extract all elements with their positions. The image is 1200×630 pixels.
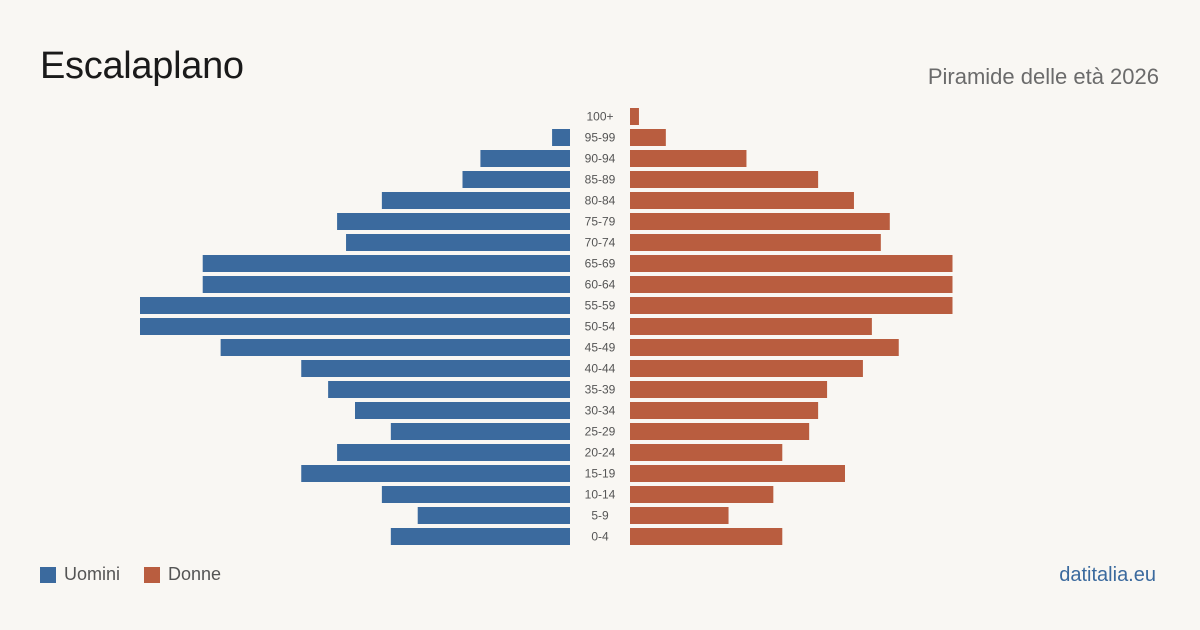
bar-men-5-9	[417, 507, 570, 524]
bar-women-70-74	[630, 234, 881, 251]
bar-women-60-64	[630, 276, 953, 293]
age-label-95-99: 95-99	[585, 131, 616, 145]
bar-women-75-79	[630, 213, 890, 230]
bar-women-15-19	[630, 465, 845, 482]
age-label-30-34: 30-34	[585, 404, 616, 418]
bar-men-90-94	[480, 150, 570, 167]
bar-women-30-34	[630, 402, 819, 419]
bar-women-90-94	[630, 150, 747, 167]
bar-women-25-29	[630, 423, 810, 440]
bar-women-95-99	[630, 129, 666, 146]
bar-women-85-89	[630, 171, 819, 188]
bar-men-15-19	[301, 465, 570, 482]
bar-men-0-4	[390, 528, 570, 545]
age-label-20-24: 20-24	[585, 446, 616, 460]
legend: Uomini Donne	[40, 564, 245, 585]
legend-item-men: Uomini	[40, 564, 120, 585]
bar-men-70-74	[346, 234, 570, 251]
bar-men-75-79	[337, 213, 570, 230]
age-label-85-89: 85-89	[585, 173, 616, 187]
bar-men-20-24	[337, 444, 570, 461]
bar-women-45-49	[630, 339, 899, 356]
bar-women-100+	[630, 108, 639, 125]
age-label-55-59: 55-59	[585, 299, 616, 313]
bar-women-35-39	[630, 381, 828, 398]
bar-men-40-44	[301, 360, 570, 377]
age-label-65-69: 65-69	[585, 257, 616, 271]
bar-men-85-89	[462, 171, 570, 188]
bar-women-40-44	[630, 360, 863, 377]
age-label-75-79: 75-79	[585, 215, 616, 229]
bar-men-80-84	[381, 192, 570, 209]
bar-men-10-14	[381, 486, 570, 503]
bar-men-25-29	[390, 423, 570, 440]
bar-men-55-59	[140, 297, 570, 314]
bar-men-35-39	[328, 381, 570, 398]
age-label-45-49: 45-49	[585, 341, 616, 355]
bar-women-80-84	[630, 192, 854, 209]
bar-women-10-14	[630, 486, 774, 503]
age-label-0-4: 0-4	[591, 530, 609, 544]
bar-women-55-59	[630, 297, 953, 314]
age-label-50-54: 50-54	[585, 320, 616, 334]
age-label-10-14: 10-14	[585, 488, 616, 502]
age-label-70-74: 70-74	[585, 236, 616, 250]
age-label-25-29: 25-29	[585, 425, 616, 439]
bar-women-5-9	[630, 507, 729, 524]
chart-title: Escalaplano	[40, 45, 244, 87]
legend-swatch-men	[40, 566, 56, 583]
age-label-35-39: 35-39	[585, 383, 616, 397]
bar-women-50-54	[630, 318, 872, 335]
bar-women-65-69	[630, 255, 953, 272]
bar-women-20-24	[630, 444, 783, 461]
chart-subtitle: Piramide delle età 2026	[927, 64, 1159, 89]
legend-label-men: Uomini	[64, 564, 121, 584]
age-label-80-84: 80-84	[585, 194, 616, 208]
bar-men-95-99	[552, 129, 570, 146]
legend-label-women: Donne	[168, 564, 222, 584]
bar-women-0-4	[630, 528, 783, 545]
age-label-100+: 100+	[586, 110, 613, 124]
age-label-40-44: 40-44	[585, 362, 616, 376]
bar-men-30-34	[355, 402, 570, 419]
age-label-90-94: 90-94	[585, 152, 616, 166]
age-label-60-64: 60-64	[585, 278, 616, 292]
age-label-5-9: 5-9	[591, 509, 609, 523]
bar-men-65-69	[202, 255, 571, 272]
bar-men-60-64	[202, 276, 571, 293]
age-label-15-19: 15-19	[585, 467, 616, 481]
legend-swatch-women	[144, 566, 161, 583]
bar-men-50-54	[140, 318, 570, 335]
brand-link[interactable]: datitalia.eu	[1059, 564, 1156, 586]
bar-men-45-49	[220, 339, 570, 356]
legend-item-women: Donne	[144, 564, 221, 585]
